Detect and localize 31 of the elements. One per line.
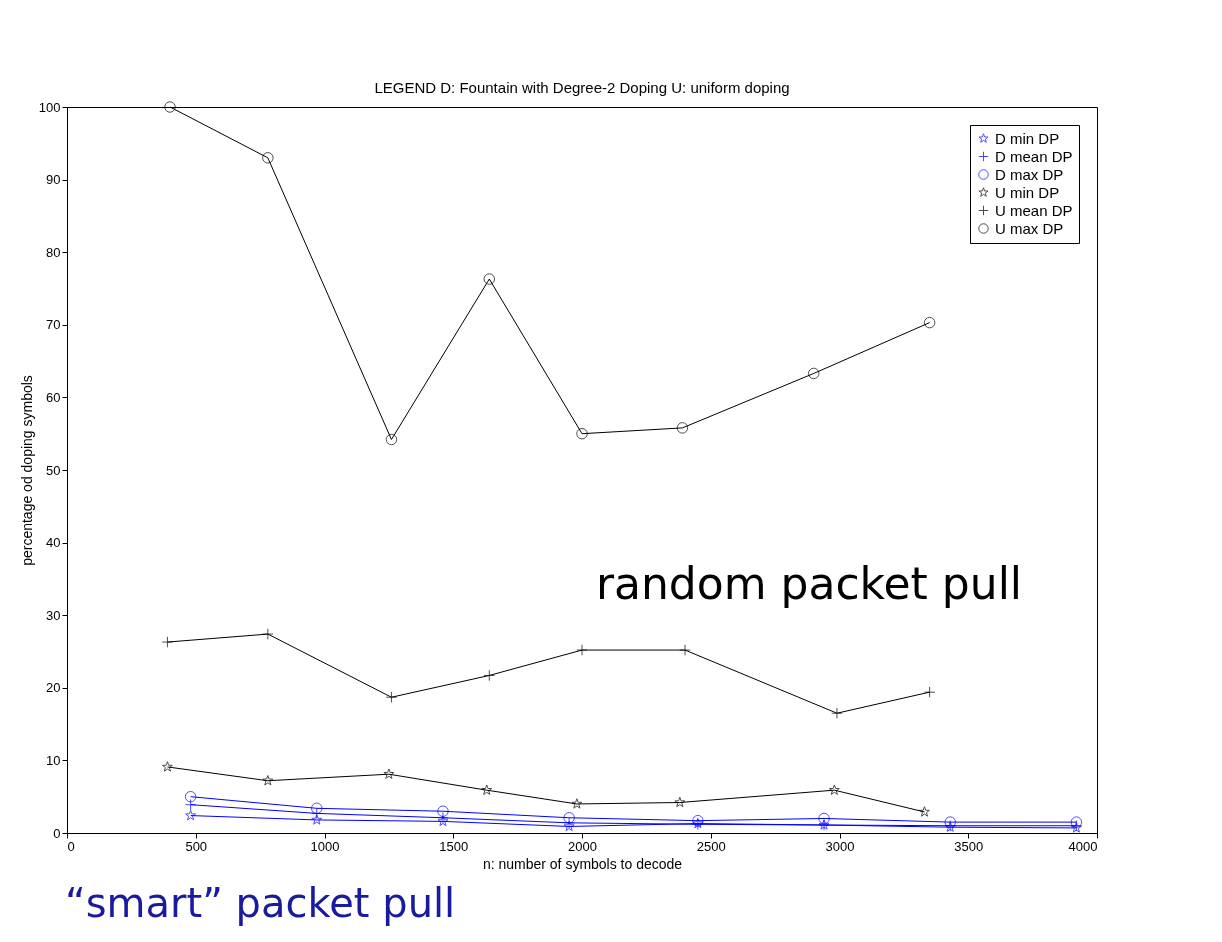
y-tick-label: 60 <box>46 389 61 405</box>
legend-label: U min DP <box>995 183 1060 201</box>
annotation: random packet pull <box>595 557 1023 609</box>
x-tick-label: 4000 <box>1068 838 1098 854</box>
x-axis-title: n: number of symbols to decode <box>482 855 683 872</box>
y-axis-title: percentage od doping symbols <box>18 375 35 566</box>
y-tick-label: 70 <box>46 317 61 333</box>
y-tick-label: 20 <box>46 680 61 696</box>
legend-label: U max DP <box>995 219 1064 237</box>
y-tick-label: 80 <box>46 244 61 260</box>
x-tick-label: 1500 <box>439 838 469 854</box>
y-tick-label: 40 <box>46 535 61 551</box>
y-tick-label: 10 <box>46 752 61 768</box>
legend-label: D max DP <box>995 165 1064 183</box>
y-tick-label: 30 <box>46 607 61 623</box>
x-tick-label: 1000 <box>310 838 340 854</box>
y-tick-label: 90 <box>46 172 61 188</box>
x-tick-label: 3000 <box>825 838 855 854</box>
y-tick-label: 50 <box>46 462 61 478</box>
text: “smart” packet pull <box>65 880 456 926</box>
chart-title: LEGEND D: Fountain with Degree-2 Doping U: uniform doping <box>374 78 790 96</box>
legend-label: D min DP <box>995 129 1060 147</box>
x-tick-label: 2500 <box>696 838 726 854</box>
y-tick-label: 100 <box>38 99 61 115</box>
legend-label: D mean DP <box>995 147 1073 165</box>
x-tick-label: 3500 <box>954 838 984 854</box>
legend-label: U mean DP <box>995 201 1073 219</box>
y-tick-label: 0 <box>53 825 61 841</box>
x-tick-label: 2000 <box>568 838 597 854</box>
x-tick-label: 0 <box>67 838 75 854</box>
x-tick-label: 500 <box>185 838 208 854</box>
